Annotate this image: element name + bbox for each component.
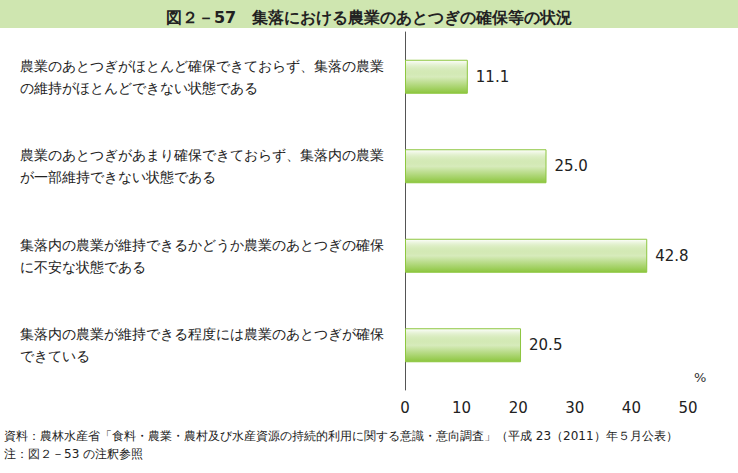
svg-text:30: 30 bbox=[565, 399, 584, 417]
svg-text:集落内の農業が維持できるかどうか農業のあとつぎの確保: 集落内の農業が維持できるかどうか農業のあとつぎの確保 bbox=[20, 237, 384, 253]
svg-text:農業のあとつぎがあまり確保できておらず、集落内の農業: 農業のあとつぎがあまり確保できておらず、集落内の農業 bbox=[20, 147, 384, 163]
svg-text:10: 10 bbox=[452, 399, 471, 417]
svg-text:注：図２－53 の注釈参照: 注：図２－53 の注釈参照 bbox=[4, 447, 143, 461]
svg-text:資料：農林水産省「食料・農業・農村及び水産資源の持続的利用に: 資料：農林水産省「食料・農業・農村及び水産資源の持続的利用に関する意識・意向調査… bbox=[4, 429, 678, 443]
svg-text:図２－57 集落における農業のあとつぎの確保等の状況: 図２－57 集落における農業のあとつぎの確保等の状況 bbox=[166, 8, 572, 27]
svg-text:%: % bbox=[694, 370, 706, 385]
svg-text:集落内の農業が維持できる程度には農業のあとつぎが確保: 集落内の農業が維持できる程度には農業のあとつぎが確保 bbox=[20, 326, 384, 342]
svg-text:42.8: 42.8 bbox=[655, 247, 688, 265]
svg-text:0: 0 bbox=[400, 399, 410, 417]
svg-text:20.5: 20.5 bbox=[529, 336, 562, 354]
svg-text:の維持がほとんどできない状態である: の維持がほとんどできない状態である bbox=[20, 80, 258, 96]
svg-text:50: 50 bbox=[678, 399, 697, 417]
svg-text:11.1: 11.1 bbox=[476, 68, 509, 86]
svg-text:に不安な状態である: に不安な状態である bbox=[20, 259, 146, 275]
svg-text:20: 20 bbox=[509, 399, 528, 417]
svg-text:25.0: 25.0 bbox=[555, 157, 588, 175]
svg-text:できている: できている bbox=[20, 348, 90, 364]
svg-text:農業のあとつぎがほとんど確保できておらず、集落の農業: 農業のあとつぎがほとんど確保できておらず、集落の農業 bbox=[20, 58, 384, 74]
svg-text:が一部維持できない状態である: が一部維持できない状態である bbox=[20, 169, 216, 185]
svg-text:40: 40 bbox=[622, 399, 641, 417]
